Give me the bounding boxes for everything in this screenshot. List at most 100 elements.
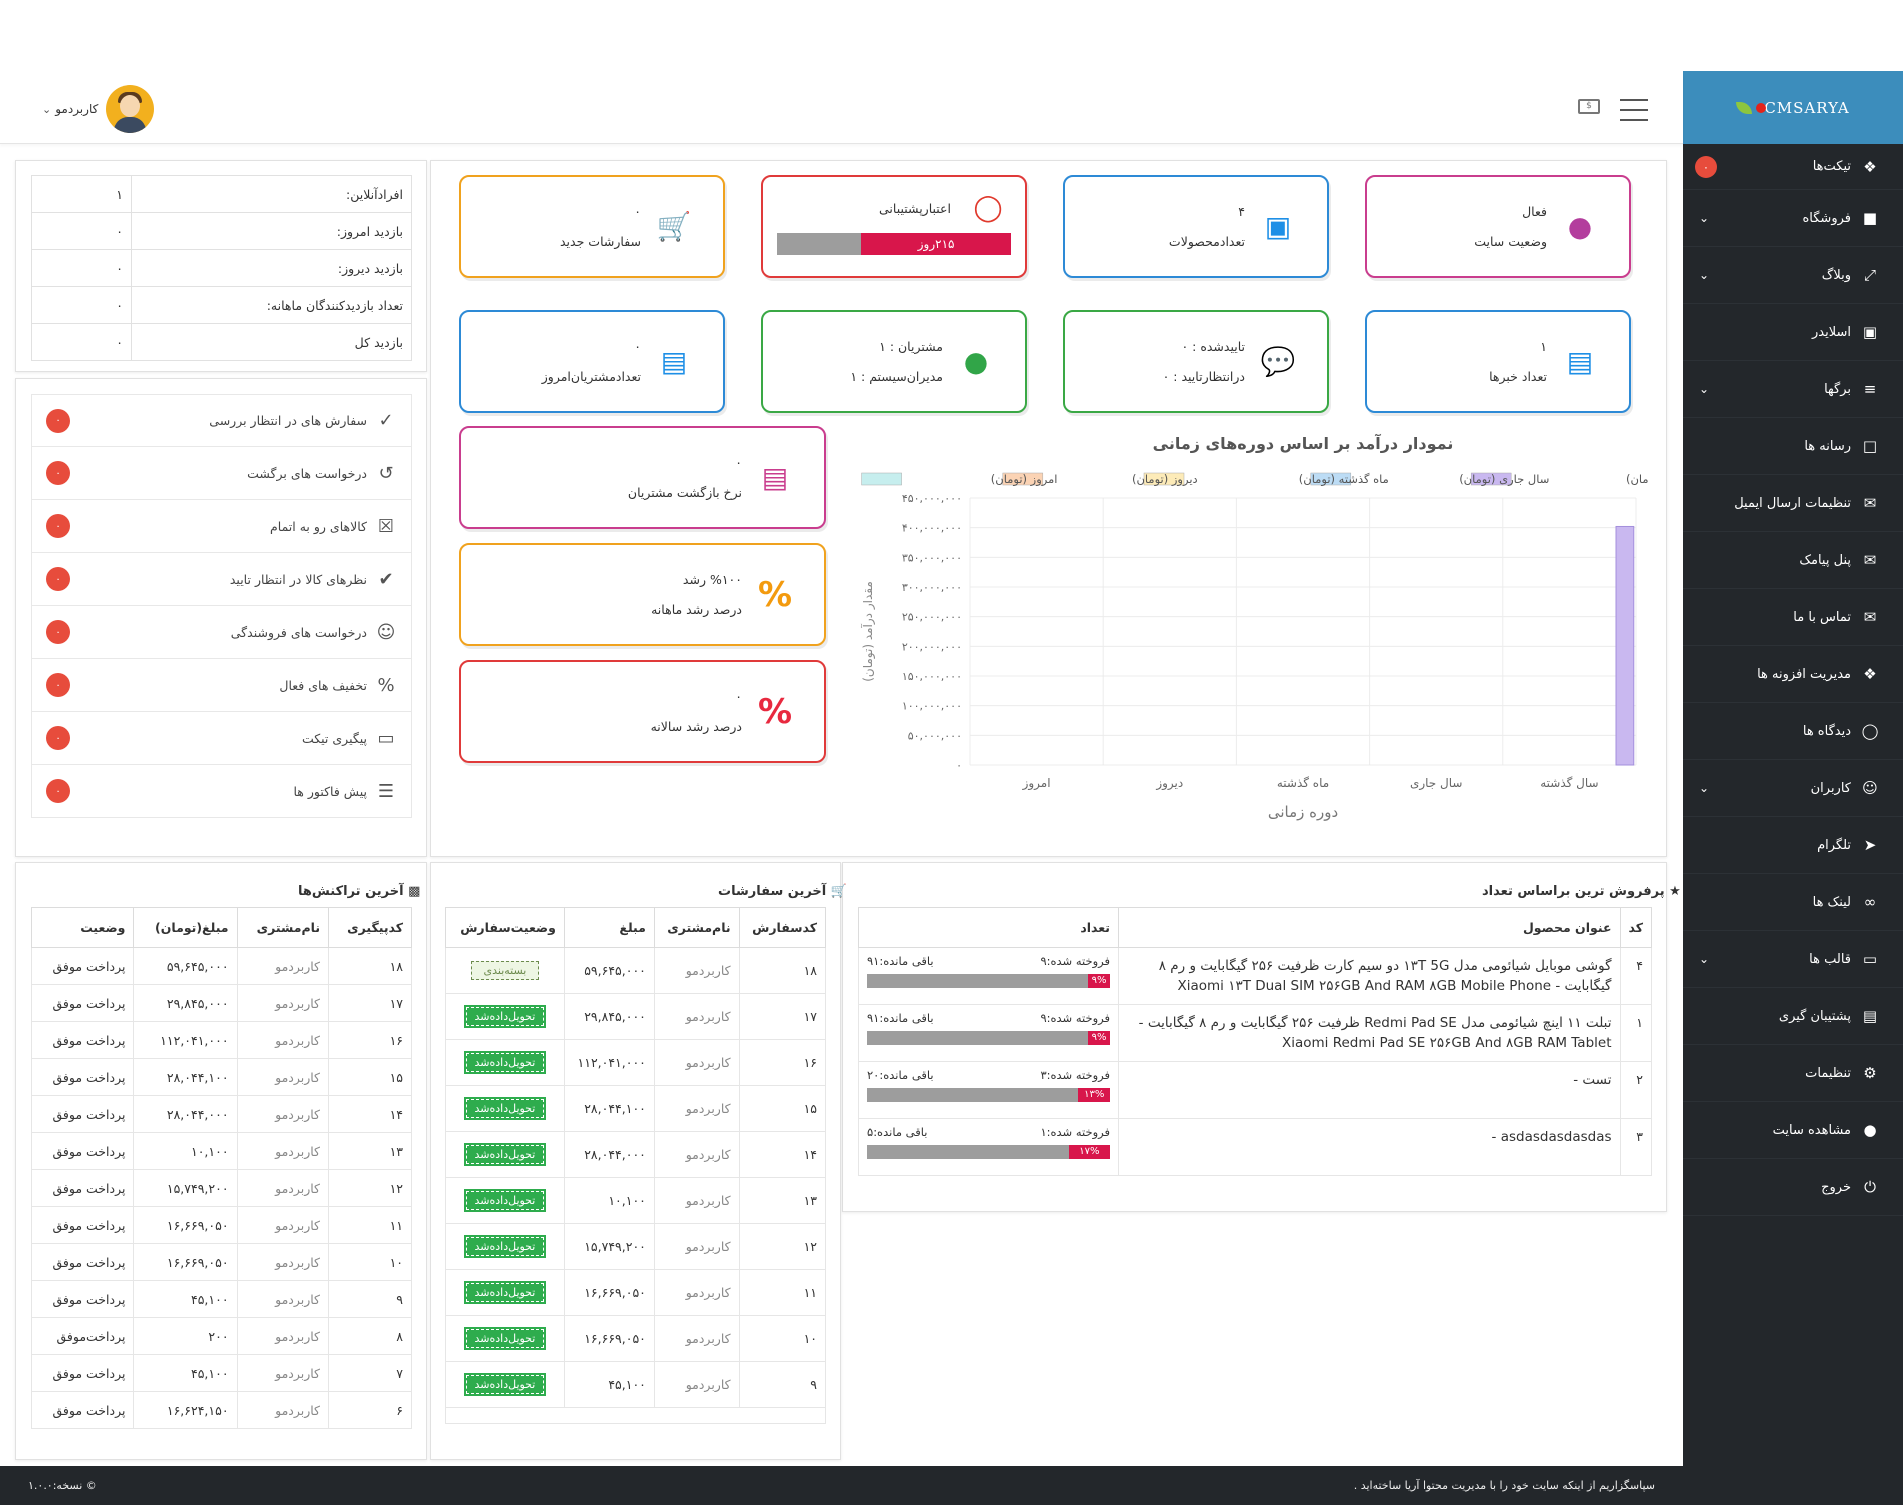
x-tick-label: امروز bbox=[1022, 776, 1051, 791]
pending-item[interactable]: ☒ کالاهای رو به اتمام ۰ bbox=[31, 500, 412, 553]
table-row[interactable]: ۱۱ کاربردمو ۱۶,۶۶۹,۰۵۰ تحویل‌دادەشد bbox=[445, 1269, 827, 1316]
table-row[interactable]: ۷ کاربردمو ۴۵,۱۰۰ پرداخت موفق bbox=[30, 1354, 412, 1392]
sidebar-item[interactable]: ❖ مدیریت افزونه ها bbox=[1683, 646, 1903, 703]
sidebar-item[interactable]: ☺ کاربران ⌄ bbox=[1683, 760, 1903, 817]
tx-status: پرداخت‌موفق bbox=[30, 1317, 135, 1355]
sidebar-item[interactable]: ▣ اسلایدر bbox=[1683, 304, 1903, 361]
sidebar-item[interactable]: ▭ قالب ها ⌄ bbox=[1683, 931, 1903, 988]
sidebar-item[interactable]: ≡ برگها ⌄ bbox=[1683, 361, 1903, 418]
monthly-growth-label: درصد رشد ماهانه bbox=[651, 601, 742, 617]
product-title[interactable]: تبلت ۱۱ اینچ شیائومی مدل Redmi Pad SE ظر… bbox=[1118, 1004, 1621, 1062]
table-row[interactable]: ۳ asdasdasdasdas - فروخته شده:۱ باقی مانده:… bbox=[858, 1118, 1652, 1176]
mail-icon: ✉ bbox=[1863, 608, 1877, 626]
table-row[interactable]: ۱۱ کاربردمو ۱۶,۶۶۹,۰۵۰ پرداخت موفق bbox=[30, 1206, 412, 1244]
tx-customer: کاربردمو bbox=[236, 1058, 330, 1096]
cash-icon[interactable]: $ bbox=[1578, 99, 1600, 114]
table-row[interactable]: ۸ کاربردمو ۲۰۰ پرداخت‌موفق bbox=[30, 1317, 412, 1355]
pending-item[interactable]: ✓ سفارش های در انتظار بررسی ۰ bbox=[31, 394, 412, 447]
tx-amount: ۵۹,۶۴۵,۰۰۰ bbox=[133, 947, 238, 985]
tx-id: ۱۴ bbox=[328, 1095, 412, 1133]
money-icon: ▩ bbox=[408, 884, 421, 899]
sidebar-item[interactable]: ■ فروشگاه ⌄ bbox=[1683, 190, 1903, 247]
table-row[interactable]: ۱۸ کاربردمو ۵۹,۶۴۵,۰۰۰ پرداخت موفق bbox=[30, 947, 412, 985]
table-row[interactable]: ۱۰ کاربردمو ۱۶,۶۶۹,۰۵۰ تحویل‌دادەشد bbox=[445, 1315, 827, 1362]
product-code: ۱ bbox=[1619, 1004, 1652, 1062]
table-row[interactable]: ۱۳ کاربردمو ۱۰,۱۰۰ تحویل‌دادەشد bbox=[445, 1177, 827, 1224]
comment-check-icon: ✔ bbox=[378, 568, 394, 590]
bar[interactable] bbox=[1615, 525, 1635, 766]
sidebar-item[interactable]: ⏻ خروج bbox=[1683, 1159, 1903, 1216]
legend-label[interactable]: ماه گذشته (تومان) bbox=[1299, 472, 1389, 487]
table-row[interactable]: ۱۶ کاربردمو ۱۱۲,۰۴۱,۰۰۰ پرداخت موفق bbox=[30, 1021, 412, 1059]
best-sellers-title-text: پرفروش ترین براساس تعداد bbox=[1482, 884, 1665, 899]
table-row[interactable]: ۱۸ کاربردمو ۵۹,۶۴۵,۰۰۰ بسته‌بندی bbox=[445, 947, 827, 994]
table-row[interactable]: ۹ کاربردمو ۴۵,۱۰۰ تحویل‌دادەشد bbox=[445, 1361, 827, 1408]
legend-label[interactable]: سال گذشته (تومان) bbox=[1626, 472, 1648, 487]
product-code: ۲ bbox=[1619, 1061, 1652, 1119]
return-rate-card: ▤ ۰ نرخ بازگشت مشتریان bbox=[459, 426, 826, 529]
sidebar-item[interactable]: ❖ تیکت‌ها ۰ bbox=[1683, 144, 1903, 190]
table-row[interactable]: ۱۵ کاربردمو ۲۸,۰۴۴,۱۰۰ پرداخت موفق bbox=[30, 1058, 412, 1096]
pending-item[interactable]: ▭ پیگیری تیکت ۰ bbox=[31, 712, 412, 765]
order-amount: ۱۰,۱۰۰ bbox=[563, 1177, 655, 1224]
table-row[interactable]: ۱۴ کاربردمو ۲۸,۰۴۴,۰۰۰ تحویل‌دادەشد bbox=[445, 1131, 827, 1178]
power-icon: ⏻ bbox=[1864, 1178, 1876, 1196]
table-row[interactable]: ۱۳ کاربردمو ۱۰,۱۰۰ پرداخت موفق bbox=[30, 1132, 412, 1170]
pending-label: پیگیری تیکت bbox=[301, 730, 367, 746]
pending-item[interactable]: % تخفیف های فعال ۰ bbox=[31, 659, 412, 712]
sidebar-item[interactable]: ◯ دیدگاه ها bbox=[1683, 703, 1903, 760]
order-amount: ۵۹,۶۴۵,۰۰۰ bbox=[563, 947, 655, 994]
product-title[interactable]: گوشی موبایل شیائومی مدل ۱۳T 5G دو سیم کا… bbox=[1118, 947, 1621, 1005]
product-title[interactable]: تست - bbox=[1118, 1061, 1621, 1119]
table-row[interactable]: ۶ کاربردمو ۱۶,۶۲۴,۱۵۰ پرداخت موفق bbox=[30, 1391, 412, 1429]
sidebar-item-label: قالب ها bbox=[1809, 951, 1851, 967]
table-row[interactable]: ۱۷ کاربردمو ۲۹,۸۴۵,۰۰۰ تحویل‌دادەشد bbox=[445, 993, 827, 1040]
tx-customer: کاربردمو bbox=[236, 1243, 330, 1281]
pending-item[interactable]: ↺ درخواست های برگشت ۰ bbox=[31, 447, 412, 500]
table-row[interactable]: ۱۲ کاربردمو ۱۵,۷۴۹,۲۰۰ تحویل‌دادەشد bbox=[445, 1223, 827, 1270]
table-row[interactable]: ۲ تست - فروخته شده:۳ باقی مانده:۲۰ ۱۳% bbox=[858, 1061, 1652, 1119]
table-row[interactable]: ۱۵ کاربردمو ۲۸,۰۴۴,۱۰۰ تحویل‌دادەشد bbox=[445, 1085, 827, 1132]
legend-label[interactable]: امروز (تومان) bbox=[991, 472, 1058, 487]
sidebar-item[interactable]: ✉ پنل پیامک bbox=[1683, 532, 1903, 589]
product-title[interactable]: asdasdasdasdas - bbox=[1118, 1118, 1621, 1176]
visit-stat-label: تعداد بازدیدکنندگان ماهانه: bbox=[131, 286, 412, 324]
site-status-value: فعال bbox=[1522, 203, 1547, 219]
table-row[interactable]: ۴ گوشی موبایل شیائومی مدل ۱۳T 5G دو سیم ک… bbox=[858, 947, 1652, 1005]
pending-item[interactable]: ✔ نظرهای کالا در انتظار تایید ۰ bbox=[31, 553, 412, 606]
table-row[interactable]: ۱۷ کاربردمو ۲۹,۸۴۵,۰۰۰ پرداخت موفق bbox=[30, 984, 412, 1022]
sidebar-item[interactable]: □ رسانه ها bbox=[1683, 418, 1903, 475]
newspaper-icon: ▤ bbox=[761, 461, 789, 494]
telegram-icon: ➤ bbox=[1863, 836, 1877, 854]
sidebar-item[interactable]: ➤ تلگرام bbox=[1683, 817, 1903, 874]
pending-item[interactable]: ☰ پیش فاکتور ها ۰ bbox=[31, 765, 412, 818]
table-row[interactable]: ۱۶ کاربردمو ۱۱۲,۰۴۱,۰۰۰ تحویل‌دادەشد bbox=[445, 1039, 827, 1086]
table-row[interactable]: ۱۲ کاربردمو ۱۵,۷۴۹,۲۰۰ پرداخت موفق bbox=[30, 1169, 412, 1207]
user-menu[interactable]: کاربردمو ⌄ bbox=[42, 85, 155, 133]
sidebar-item[interactable]: ▤ پشتیبان گیری bbox=[1683, 988, 1903, 1045]
sidebar-item[interactable]: ∞ لینک ها bbox=[1683, 874, 1903, 931]
table-row[interactable]: ۱۰ کاربردمو ۱۶,۶۶۹,۰۵۰ پرداخت موفق bbox=[30, 1243, 412, 1281]
table-row[interactable]: ۱ تبلت ۱۱ اینچ شیائومی مدل Redmi Pad SE ظ… bbox=[858, 1004, 1652, 1062]
table-header: کد عنوان محصول تعداد bbox=[858, 907, 1652, 948]
new-orders-label: سفارشات جدید bbox=[560, 233, 641, 249]
brand-logo[interactable]: CMSARYA bbox=[1683, 71, 1903, 144]
sidebar-item[interactable]: ✉ تنظیمات ارسال ایمیل bbox=[1683, 475, 1903, 532]
comments-icon: 💬 bbox=[1260, 345, 1296, 378]
legend-label[interactable]: دیروز (تومان) bbox=[1132, 472, 1198, 487]
y-tick-label: ۳۰۰,۰۰۰,۰۰۰ bbox=[902, 581, 962, 594]
legend-label[interactable]: سال جاری (تومان) bbox=[1459, 472, 1549, 487]
sidebar-item[interactable]: ✉ تماس با ما bbox=[1683, 589, 1903, 646]
tx-amount: ۱۶,۶۶۹,۰۵۰ bbox=[133, 1206, 238, 1244]
support-card: ◯ اعتبارپشتیبانی ۲۱۵روز bbox=[761, 175, 1027, 278]
table-row[interactable]: ۱۴ کاربردمو ۲۸,۰۴۴,۰۰۰ پرداخت موفق bbox=[30, 1095, 412, 1133]
folder-icon: □ bbox=[1862, 437, 1878, 455]
menu-toggle-icon[interactable] bbox=[1620, 99, 1648, 129]
sold-count: فروخته شده:۹ bbox=[1040, 1011, 1110, 1025]
sidebar-item[interactable]: ● مشاهده سایت bbox=[1683, 1102, 1903, 1159]
orders-table: کدسفارش نام‌مشتری مبلغ وضعیت‌سفارش ۱۸ کاربردم… bbox=[445, 907, 827, 1424]
pending-item[interactable]: ☺ درخواست های فروشندگی ۰ bbox=[31, 606, 412, 659]
table-row[interactable]: ۹ کاربردمو ۴۵,۱۰۰ پرداخت موفق bbox=[30, 1280, 412, 1318]
sidebar-item[interactable]: ⤢ وبلاگ ⌄ bbox=[1683, 247, 1903, 304]
sidebar-item[interactable]: ⚙ تنظیمات bbox=[1683, 1045, 1903, 1102]
